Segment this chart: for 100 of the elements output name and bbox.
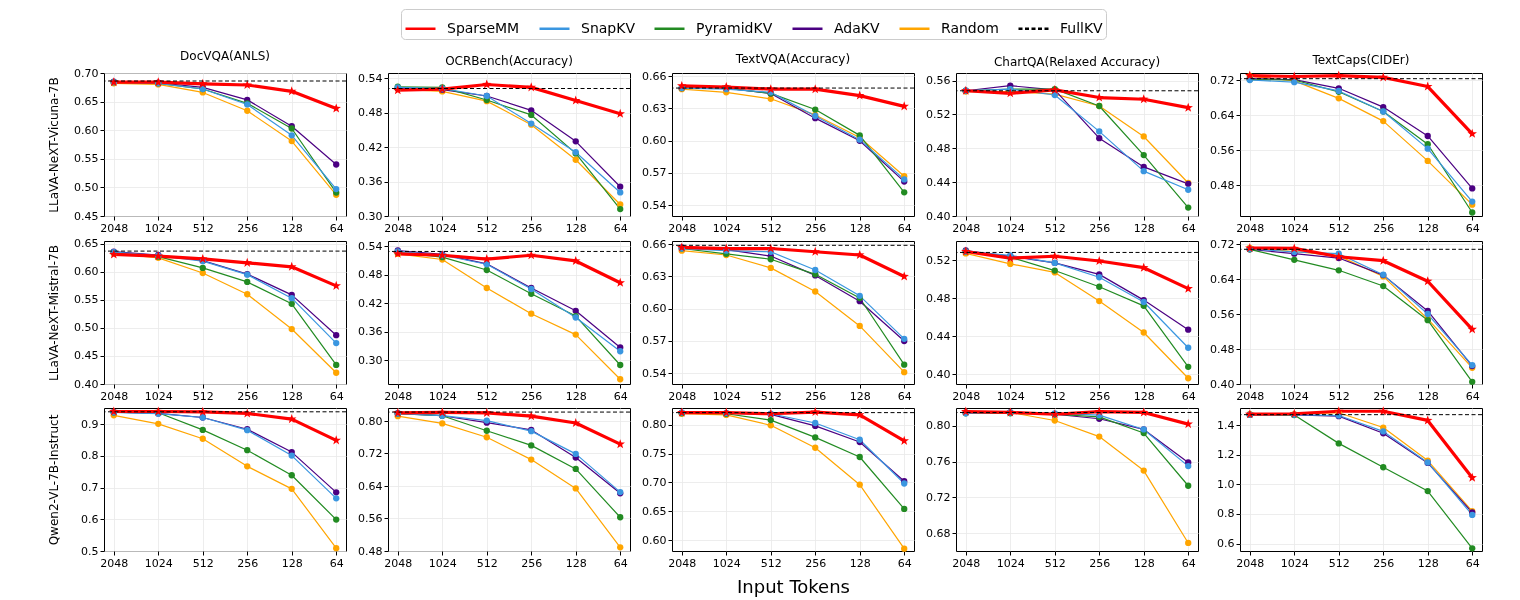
x-tick-label: 256 [1089,556,1111,570]
x-tick-label: 256 [805,556,827,570]
x-tick-label: 128 [1417,221,1439,235]
y-tick-label: 0.9 [81,417,99,431]
x-tick-label: 256 [237,221,259,235]
y-tick-label: 0.75 [642,447,667,461]
y-tick-label: 0.42 [358,140,383,154]
x-tick-label: 256 [521,389,543,403]
x-tick-label: 512 [192,389,214,403]
y-tick-label: 0.30 [358,353,383,367]
x-tick-label: 1024 [996,556,1025,570]
x-tick-label: 64 [1465,556,1480,570]
y-tick-label: 1.2 [1217,448,1235,462]
x-tick-label: 2048 [384,389,413,403]
x-tick-label: 1024 [1280,389,1309,403]
x-tick-label: 64 [1181,556,1196,570]
x-tick-label: 2048 [952,389,981,403]
x-axis-title: Input Tokens [737,575,850,597]
x-tick-label: 1024 [144,221,173,235]
x-tick-label: 1024 [1280,556,1309,570]
y-tick-label: 0.70 [642,475,667,489]
y-tick-label: 0.48 [926,141,951,155]
y-tick-label: 0.54 [642,366,667,380]
y-tick-label: 0.55 [74,293,99,307]
y-tick-label: 0.44 [926,329,951,343]
x-tick-label: 2048 [100,389,129,403]
x-tick-label: 64 [897,556,912,570]
chart-title: OCRBench(Accuracy) [445,54,573,69]
x-tick-label: 1024 [428,556,457,570]
x-tick-label: 256 [237,389,259,403]
y-tick-label: 0.76 [926,455,951,469]
chart-title: TextVQA(Accuracy) [734,52,851,67]
y-tick-label: 0.54 [358,239,383,253]
y-tick-label: 0.44 [926,175,951,189]
x-tick-label: 64 [1181,389,1196,403]
y-tick-label: 0.66 [642,69,667,83]
y-tick-label: 0.36 [358,325,383,339]
x-tick-label: 1024 [996,221,1025,235]
y-tick-label: 0.40 [1210,377,1235,391]
x-tick-label: 128 [1417,556,1439,570]
y-tick-label: 0.50 [74,321,99,335]
legend-label: FullKV [1060,19,1104,36]
x-tick-label: 256 [521,221,543,235]
x-tick-label: 256 [1089,389,1111,403]
x-tick-label: 128 [1133,556,1155,570]
y-tick-label: 0.80 [358,414,383,428]
y-tick-label: 0.8 [1217,507,1235,521]
y-tick-label: 0.52 [926,253,951,267]
y-tick-label: 0.57 [642,334,667,348]
x-tick-label: 64 [897,389,912,403]
y-tick-label: 0.30 [358,209,383,223]
x-tick-label: 512 [1044,221,1066,235]
chart-title: TextCaps(CIDEr) [1311,52,1410,67]
legend-label: SnapKV [581,19,636,36]
x-tick-label: 512 [192,221,214,235]
y-tick-label: 0.60 [74,265,99,279]
y-tick-label: 0.63 [642,101,667,115]
y-tick-label: 0.70 [74,66,99,80]
y-tick-label: 0.52 [926,107,951,121]
y-tick-label: 0.48 [358,544,383,558]
legend-label: PyramidKV [696,19,773,36]
y-tick-label: 0.5 [81,544,99,558]
x-tick-label: 2048 [1236,221,1265,235]
y-tick-label: 0.56 [1210,307,1235,321]
x-tick-label: 256 [1373,389,1395,403]
x-tick-label: 64 [613,556,628,570]
y-tick-label: 0.65 [642,504,667,518]
y-tick-label: 0.80 [926,419,951,433]
x-tick-label: 64 [613,389,628,403]
y-axis-title: Qwen2-VL-7B-Instruct [46,414,61,546]
y-axis-title: LLaVA-NeXT-Vicuna-7B [46,77,61,213]
x-tick-label: 64 [1465,389,1480,403]
x-tick-label: 64 [329,389,344,403]
y-tick-label: 0.64 [1210,272,1235,286]
x-tick-label: 512 [1328,556,1350,570]
x-tick-label: 2048 [384,556,413,570]
x-tick-label: 1024 [712,389,741,403]
chart-title: ChartQA(Relaxed Accuracy) [993,55,1161,69]
y-tick-label: 0.48 [1210,178,1235,192]
x-tick-label: 512 [192,556,214,570]
y-tick-label: 0.68 [926,526,951,540]
x-tick-label: 128 [849,221,871,235]
y-tick-label: 0.56 [1210,143,1235,157]
y-tick-label: 0.60 [642,302,667,316]
y-tick-label: 0.65 [74,95,99,109]
y-tick-label: 0.60 [74,123,99,137]
x-tick-label: 2048 [668,221,697,235]
y-tick-label: 0.42 [358,296,383,310]
y-tick-label: 0.72 [926,490,951,504]
x-tick-label: 2048 [100,221,129,235]
y-tick-label: 0.66 [642,237,667,251]
x-tick-label: 64 [613,221,628,235]
y-tick-label: 0.60 [642,134,667,148]
x-tick-label: 128 [1133,221,1155,235]
y-tick-label: 0.6 [1217,537,1235,551]
x-tick-label: 256 [805,389,827,403]
x-tick-label: 1024 [996,389,1025,403]
y-tick-label: 0.72 [1210,73,1235,87]
x-tick-label: 1024 [144,556,173,570]
x-tick-label: 512 [476,221,498,235]
